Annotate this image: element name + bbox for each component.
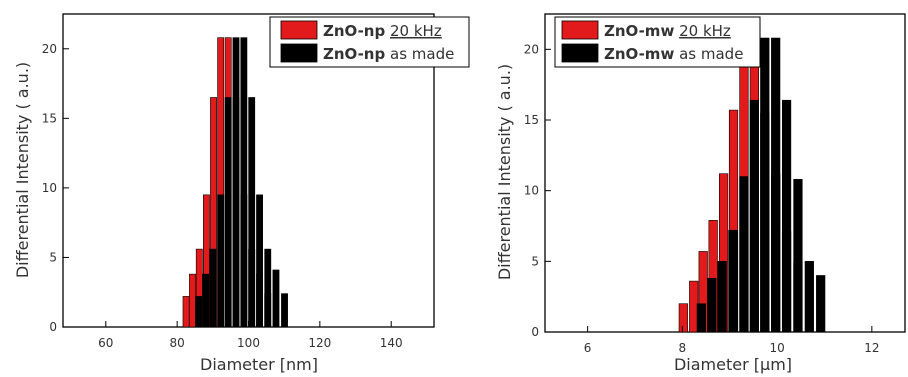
bar-series-b	[771, 37, 781, 333]
x-axis-label: Diameter [nm]	[200, 355, 318, 374]
legend-label-1-rest: as made	[390, 45, 454, 63]
legend-label-1: ZnO-mw as made	[604, 45, 743, 63]
y-tick-label: 10	[42, 181, 57, 195]
bar-series-a	[182, 296, 190, 328]
bar-series-b	[264, 248, 272, 328]
legend-swatch-0	[280, 20, 318, 40]
x-tick-label: 140	[380, 336, 403, 350]
legend-label-1: ZnO-np as made	[323, 45, 454, 63]
bar-series-b	[224, 97, 232, 328]
legend-label-0-rest: 20 kHz	[390, 22, 442, 40]
bar-series-b	[816, 275, 826, 333]
x-tick-label: 10	[769, 341, 784, 355]
bar-series-b	[217, 194, 225, 328]
x-tick-label: 120	[308, 336, 331, 350]
bar-series-b	[240, 37, 248, 328]
y-tick-label: 10	[524, 184, 539, 198]
bars	[182, 37, 288, 328]
y-tick-label: 15	[524, 113, 539, 127]
bar-series-b	[749, 99, 759, 333]
legend: ZnO-np 20 kHz ZnO-np as made	[269, 16, 470, 68]
chart-right: 0 5 10 15 20 6 8 10 12 Diameter [µm] Differentia…	[495, 13, 906, 374]
bar-series-b	[272, 269, 280, 328]
legend-label-1-bold: ZnO-mw	[604, 45, 674, 63]
bar-series-b	[793, 179, 803, 333]
y-tick-label: 20	[524, 42, 539, 56]
y-tick-label: 15	[42, 111, 57, 125]
bar-series-b	[781, 99, 792, 333]
x-tick-label: 8	[679, 341, 687, 355]
chart-left: 0 5 10 15 20 60 80 100 120 140 Diameter [nm] Diff…	[13, 13, 470, 374]
x-tick-label: 12	[864, 341, 879, 355]
bar-series-b	[248, 97, 256, 328]
bar-series-b	[202, 273, 210, 328]
legend-swatch-1	[561, 43, 599, 63]
y-tick-label: 5	[49, 250, 57, 264]
bar-series-b	[707, 277, 717, 333]
bar-series-a	[678, 303, 688, 333]
legend: ZnO-mw 20 kHz ZnO-mw as made	[554, 16, 761, 68]
bar-series-b	[232, 37, 240, 328]
x-axis-label: Diameter [µm]	[674, 355, 792, 374]
legend-swatch-0	[561, 20, 599, 40]
bar-series-b	[739, 176, 749, 333]
x-tick-label: 100	[237, 336, 260, 350]
y-tick-label: 20	[42, 42, 57, 56]
y-tick-label: 0	[49, 320, 57, 334]
y-axis-label: Differential Intensity ( a.u.)	[13, 62, 32, 278]
bar-series-b	[717, 261, 727, 333]
bar-series-b	[256, 194, 263, 328]
legend-label-1-rest: as made	[679, 45, 743, 63]
bar-series-b	[696, 303, 706, 333]
bars	[678, 37, 826, 333]
axes: 0 5 10 15 20 60 80 100 120 140	[42, 42, 403, 350]
bar-series-b	[760, 37, 770, 333]
legend-label-0-bold: ZnO-mw	[604, 22, 674, 40]
legend-label-0: ZnO-np 20 kHz	[323, 22, 442, 40]
bar-series-b	[195, 296, 202, 328]
x-tick-label: 60	[98, 336, 113, 350]
y-tick-label: 0	[531, 325, 539, 339]
bar-series-b	[209, 248, 217, 328]
bar-series-b	[728, 229, 738, 333]
legend-label-0-bold: ZnO-np	[323, 22, 385, 40]
legend-label-0: ZnO-mw 20 kHz	[604, 22, 731, 40]
legend-label-1-bold: ZnO-np	[323, 45, 385, 63]
bar-series-a	[189, 273, 196, 328]
legend-swatch-1	[280, 43, 318, 63]
x-tick-label: 6	[584, 341, 592, 355]
bar-series-b	[804, 261, 814, 333]
y-tick-label: 5	[531, 254, 539, 268]
y-axis-label: Differential Intensity ( a.u.)	[495, 64, 514, 280]
axes: 0 5 10 15 20 6 8 10 12	[524, 42, 880, 355]
bar-series-b	[281, 293, 288, 328]
x-tick-label: 80	[170, 336, 185, 350]
legend-label-0-rest: 20 kHz	[679, 22, 731, 40]
